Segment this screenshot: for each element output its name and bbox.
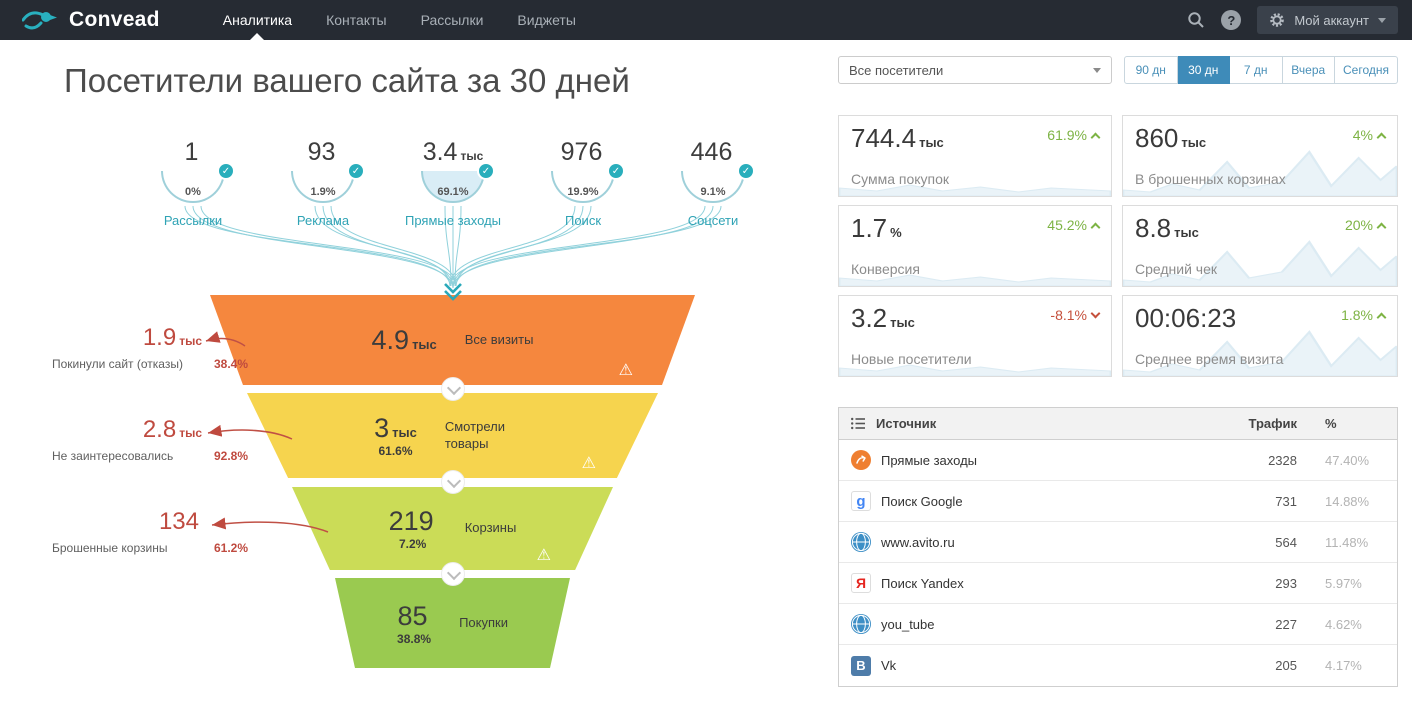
funnel-stage-viewed-products[interactable]: 3 тыс 61.6% Смотрели товары ⚠ [247, 393, 658, 478]
source-arc: 69.1% [421, 171, 485, 203]
top-navbar: Convead Аналитика Контакты Рассылки Видж… [0, 0, 1412, 40]
chevron-down-icon [1093, 67, 1101, 73]
account-menu-button[interactable]: Мой аккаунт [1257, 6, 1398, 34]
check-badge-icon[interactable]: ✓ [607, 162, 625, 180]
funnel-step-arrow-icon [441, 470, 465, 494]
sparkline [1123, 150, 1397, 196]
source-mailings[interactable]: 1 0% ✓ Рассылки [128, 138, 258, 228]
stat-card-average-check[interactable]: 8.8 тыс 20% Средний чек [1122, 205, 1398, 287]
trend-up-icon [1090, 132, 1101, 143]
trend-up-icon [1376, 132, 1387, 143]
table-row[interactable]: В Vk 205 4.17% [839, 645, 1397, 686]
source-arc: 19.9% [551, 171, 615, 203]
chevron-down-icon [1378, 17, 1386, 23]
col-traffic-header: Трафик [1248, 416, 1298, 431]
funnel-section: Посетители вашего сайта за 30 дней 1 0% … [0, 40, 838, 712]
source-search[interactable]: 976 19.9% ✓ Поиск [518, 138, 648, 228]
warning-icon[interactable]: ⚠ [536, 547, 551, 564]
funnel-stage-visits[interactable]: 4.9 тыс Все визиты ⚠ [210, 295, 695, 385]
stat-card-conversion[interactable]: 1.7% 45.2% Конверсия [838, 205, 1112, 287]
funnel-stage-carts[interactable]: 219 7.2% Корзины ⚠ [292, 487, 613, 570]
annotation-bounced: 1.9 тыс Покинули сайт (отказы) 38.4% [52, 324, 248, 371]
list-icon [851, 417, 865, 430]
help-icon[interactable]: ? [1221, 10, 1242, 30]
source-arc: 1.9% [291, 171, 355, 203]
funnel-step-arrow-icon [441, 377, 465, 401]
gear-icon [1270, 13, 1285, 27]
account-label: Мой аккаунт [1294, 12, 1369, 28]
table-row[interactable]: www.avito.ru 564 11.48% [839, 522, 1397, 563]
page-title: Посетители вашего сайта за 30 дней [64, 62, 630, 99]
nav-item-analytics[interactable]: Аналитика [206, 0, 309, 40]
range-yesterday-button[interactable]: Вчера [1282, 56, 1335, 84]
stats-grid: 744.4 тыс 61.9% Сумма покупок 860 тыс 4% В… [838, 115, 1398, 377]
traffic-sources-row: 1 0% ✓ Рассылки 93 1.9% ✓ Реклама 3.4 тыс… [128, 138, 778, 228]
convead-logo[interactable]: Convead [0, 7, 178, 33]
filters-row: Все посетители 90 дн 30 дн 7 дн Вчера Се… [838, 56, 1398, 84]
yandex-icon: Я [851, 573, 871, 593]
check-badge-icon[interactable]: ✓ [217, 162, 235, 180]
warning-icon[interactable]: ⚠ [581, 455, 596, 472]
stats-panel: Все посетители 90 дн 30 дн 7 дн Вчера Се… [838, 56, 1398, 687]
col-source-header: Источник [876, 416, 937, 431]
col-percent-header: % [1325, 416, 1337, 431]
bird-logo-icon [22, 11, 57, 30]
navbar-right: ? Мой аккаунт [1187, 6, 1412, 34]
table-row[interactable]: you_tube 227 4.62% [839, 604, 1397, 645]
warning-icon[interactable]: ⚠ [618, 362, 633, 379]
check-badge-icon[interactable]: ✓ [737, 162, 755, 180]
stat-card-average-visit-time[interactable]: 00:06:23 1.8% Среднее время визита [1122, 295, 1398, 377]
stat-card-purchase-sum[interactable]: 744.4 тыс 61.9% Сумма покупок [838, 115, 1112, 197]
trend-up-icon [1090, 222, 1101, 233]
annotation-abandoned-carts: 134 Брошенные корзины 61.2% [52, 508, 248, 555]
trend-up-icon [1376, 222, 1387, 233]
range-today-button[interactable]: Сегодня [1335, 56, 1398, 84]
check-badge-icon[interactable]: ✓ [477, 162, 495, 180]
date-range-group: 90 дн 30 дн 7 дн Вчера Сегодня [1124, 56, 1398, 84]
table-row[interactable]: g Поиск Google 731 14.88% [839, 481, 1397, 522]
source-ads[interactable]: 93 1.9% ✓ Реклама [258, 138, 388, 228]
check-badge-icon[interactable]: ✓ [347, 162, 365, 180]
sparkline [1123, 240, 1397, 286]
main-nav: Аналитика Контакты Рассылки Виджеты [206, 0, 593, 40]
sparkline [839, 274, 1111, 286]
nav-item-contacts[interactable]: Контакты [326, 12, 387, 28]
range-7d-button[interactable]: 7 дн [1230, 56, 1283, 84]
source-arc: 9.1% [681, 171, 745, 203]
annotation-not-interested: 2.8 тыс Не заинтересовались 92.8% [52, 416, 248, 463]
segment-select[interactable]: Все посетители [838, 56, 1112, 84]
trend-up-icon [1376, 312, 1387, 323]
direct-arrow-icon [851, 450, 871, 470]
nav-item-mailings[interactable]: Рассылки [420, 12, 484, 28]
range-30d-button[interactable]: 30 дн [1177, 56, 1230, 84]
globe-icon [851, 532, 871, 552]
stat-card-new-visitors[interactable]: 3.2 тыс -8.1% Новые посетители [838, 295, 1112, 377]
nav-item-widgets[interactable]: Виджеты [517, 12, 576, 28]
google-icon: g [851, 491, 871, 511]
table-row[interactable]: Прямые заходы 2328 47.40% [839, 440, 1397, 481]
stat-card-abandoned-value[interactable]: 860 тыс 4% В брошенных корзинах [1122, 115, 1398, 197]
search-icon[interactable] [1187, 11, 1205, 29]
sparkline [839, 364, 1111, 376]
source-arc: 0% [161, 171, 225, 203]
source-direct[interactable]: 3.4 тыс 69.1% ✓ Прямые заходы [404, 138, 501, 228]
vk-icon: В [851, 655, 871, 676]
source-social[interactable]: 446 9.1% ✓ Соцсети [648, 138, 778, 228]
funnel-stage-purchases[interactable]: 85 38.8% Покупки [335, 578, 570, 668]
funnel-step-arrow-icon [441, 562, 465, 586]
sparkline [839, 184, 1111, 196]
table-row[interactable]: Я Поиск Yandex 293 5.97% [839, 563, 1397, 604]
table-header: Источник Трафик % [839, 408, 1397, 440]
sparkline [1123, 330, 1397, 376]
globe-icon [851, 614, 871, 634]
brand-name: Convead [69, 8, 160, 31]
range-90d-button[interactable]: 90 дн [1124, 56, 1178, 84]
trend-down-icon [1090, 308, 1101, 319]
traffic-sources-table: Источник Трафик % Прямые заходы 2328 47.… [838, 407, 1398, 687]
